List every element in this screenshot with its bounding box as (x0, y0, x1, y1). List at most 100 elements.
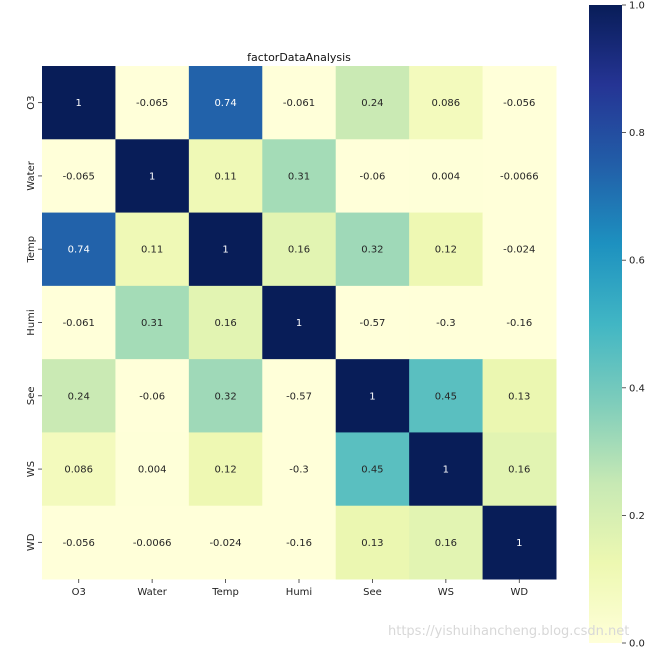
cell-value-label: -0.065 (63, 171, 95, 182)
cell-value-label: 0.24 (361, 98, 383, 109)
heatmap-cell (409, 212, 484, 287)
colorbar-tick-label: 0.2 (629, 511, 645, 522)
cell-value-label: 0.11 (214, 171, 236, 182)
x-axis: O3 Water Temp Humi See WS WD (72, 579, 528, 598)
cell-value-label: -0.06 (359, 171, 385, 182)
heatmap-cell (42, 212, 116, 287)
cell-value-label: 0.16 (508, 465, 530, 476)
heatmap-cell (115, 66, 190, 140)
cell-value-label: 0.16 (435, 538, 457, 549)
cell-value-label: -0.3 (436, 318, 456, 329)
colorbar-gradient (589, 5, 622, 643)
cell-value-label: -0.57 (286, 391, 312, 402)
heatmap-cell (42, 505, 116, 580)
heatmap-cell (335, 66, 410, 140)
heatmap-cell (482, 212, 557, 287)
cell-value-label: 0.086 (432, 98, 461, 109)
x-tick-label: Temp (211, 587, 239, 598)
cell-value-label: 0.004 (432, 171, 461, 182)
cell-value-label: -0.16 (506, 318, 532, 329)
cell-value-label: 0.13 (361, 538, 383, 549)
cell-value-label: -0.57 (359, 318, 385, 329)
cell-value-label: -0.024 (209, 538, 241, 549)
heatmap-cell (482, 359, 557, 433)
cell-value-label: 0.16 (288, 245, 310, 256)
cell-value-label: 0.32 (361, 245, 383, 256)
y-tick-label: See (26, 386, 37, 405)
heatmap-cell (188, 66, 263, 140)
cell-value-label: -0.0066 (500, 171, 539, 182)
heatmap-cell (335, 505, 410, 580)
heatmap-cell (262, 505, 337, 580)
x-tick-label: O3 (72, 587, 86, 598)
heatmap-cell (115, 139, 190, 214)
cell-value-label: 1 (222, 245, 228, 256)
heatmap-cell (42, 285, 116, 360)
cell-value-label: -0.065 (136, 98, 168, 109)
y-tick-label: Water (26, 160, 37, 190)
colorbar-tick-label: 1.0 (629, 1, 645, 12)
heatmap-cell (409, 359, 484, 433)
colorbar-tick-label: 0.8 (629, 128, 645, 139)
heatmap-cell (188, 505, 263, 580)
cell-value-label: 0.12 (435, 245, 457, 256)
heatmap-cell (262, 212, 337, 287)
heatmap-cell (188, 139, 263, 214)
heatmap-cell (115, 212, 190, 287)
heatmap-cell (335, 359, 410, 433)
cell-value-label: 0.13 (508, 391, 530, 402)
cell-value-label: 1 (369, 391, 375, 402)
x-tick-label: See (363, 587, 382, 598)
y-axis: O3 Water Temp Humi See WS WD (26, 96, 42, 551)
x-tick-label: Humi (286, 587, 312, 598)
heatmap-cell (262, 66, 337, 140)
y-tick-label: WD (26, 533, 37, 551)
heatmap-cell (262, 432, 337, 507)
cell-value-label: 0.12 (214, 465, 236, 476)
chart-title: factorDataAnalysis (247, 51, 351, 64)
heatmap-cell (262, 139, 337, 214)
heatmap-cell (409, 66, 484, 140)
cell-value-label: 0.74 (68, 245, 90, 256)
y-tick-label: Humi (26, 309, 37, 335)
colorbar-tick-label: 0.6 (629, 256, 645, 267)
heatmap-cell (188, 212, 263, 287)
heatmap-cell (335, 285, 410, 360)
cell-value-label: 0.74 (214, 98, 236, 109)
heatmap-cell (482, 505, 557, 580)
heatmap-cell (482, 285, 557, 360)
x-tick-label: WS (438, 587, 454, 598)
cell-value-label: -0.061 (63, 318, 95, 329)
cell-value-label: 0.31 (288, 171, 310, 182)
heatmap-cell (115, 505, 190, 580)
cell-value-label: 1 (443, 465, 449, 476)
cell-value-label: 0.16 (214, 318, 236, 329)
heatmap-cell (42, 66, 116, 140)
x-tick-label: Water (137, 587, 167, 598)
y-tick-label: Temp (26, 236, 37, 264)
cell-value-label: 1 (149, 171, 155, 182)
cell-value-label: 0.11 (141, 245, 163, 256)
heatmap-cell (188, 359, 263, 433)
colorbar-tick-label: 0.0 (629, 639, 645, 650)
heatmap-cell (115, 432, 190, 507)
cell-value-label: -0.061 (283, 98, 315, 109)
heatmap-cell (335, 139, 410, 214)
cell-value-label: 0.086 (64, 465, 93, 476)
cell-value-label: -0.024 (503, 245, 535, 256)
heatmap-cell (42, 432, 116, 507)
cell-value-label: -0.16 (286, 538, 312, 549)
heatmap-cell (188, 432, 263, 507)
cell-value-label: -0.056 (503, 98, 535, 109)
heatmap-cell (482, 139, 557, 214)
cell-value-label: -0.0066 (133, 538, 172, 549)
heatmap-cell (409, 139, 484, 214)
heatmap-cell (409, 285, 484, 360)
heatmap-cell (42, 139, 116, 214)
cell-value-label: 1 (516, 538, 522, 549)
heatmap-cells: 1 -0.065 0.74 -0.061 0.24 0.086 -0.056-0.065 1 0… (42, 66, 557, 580)
heatmap-cell (482, 432, 557, 507)
cell-value-label: 1 (296, 318, 302, 329)
heatmap-cell (262, 359, 337, 433)
